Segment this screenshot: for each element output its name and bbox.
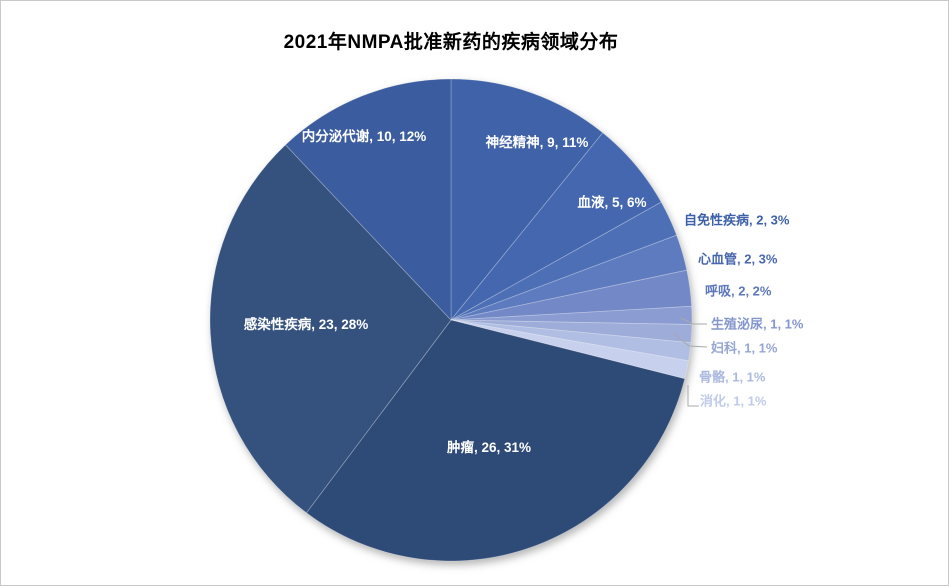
leader-lines xyxy=(672,317,708,407)
pie-slice[interactable] xyxy=(450,234,688,321)
pie-slice[interactable] xyxy=(450,269,693,321)
pie-slice[interactable] xyxy=(450,201,678,321)
chart-title: 2021年NMPA批准新药的疾病领域分布 xyxy=(283,32,619,53)
pie-slice[interactable] xyxy=(450,319,692,362)
pie-slice[interactable] xyxy=(284,78,452,322)
leader-line xyxy=(672,332,708,348)
leader-line xyxy=(680,317,707,325)
pie-slice[interactable] xyxy=(209,144,452,514)
pie-slice[interactable] xyxy=(450,319,689,380)
pie-slice[interactable] xyxy=(450,78,604,322)
leader-line xyxy=(687,385,699,407)
pie-slice[interactable] xyxy=(450,319,693,344)
pie-slice[interactable] xyxy=(450,305,693,325)
pie-slice[interactable] xyxy=(450,132,662,321)
pie-slice[interactable] xyxy=(305,319,686,562)
pie-slices xyxy=(209,78,693,562)
